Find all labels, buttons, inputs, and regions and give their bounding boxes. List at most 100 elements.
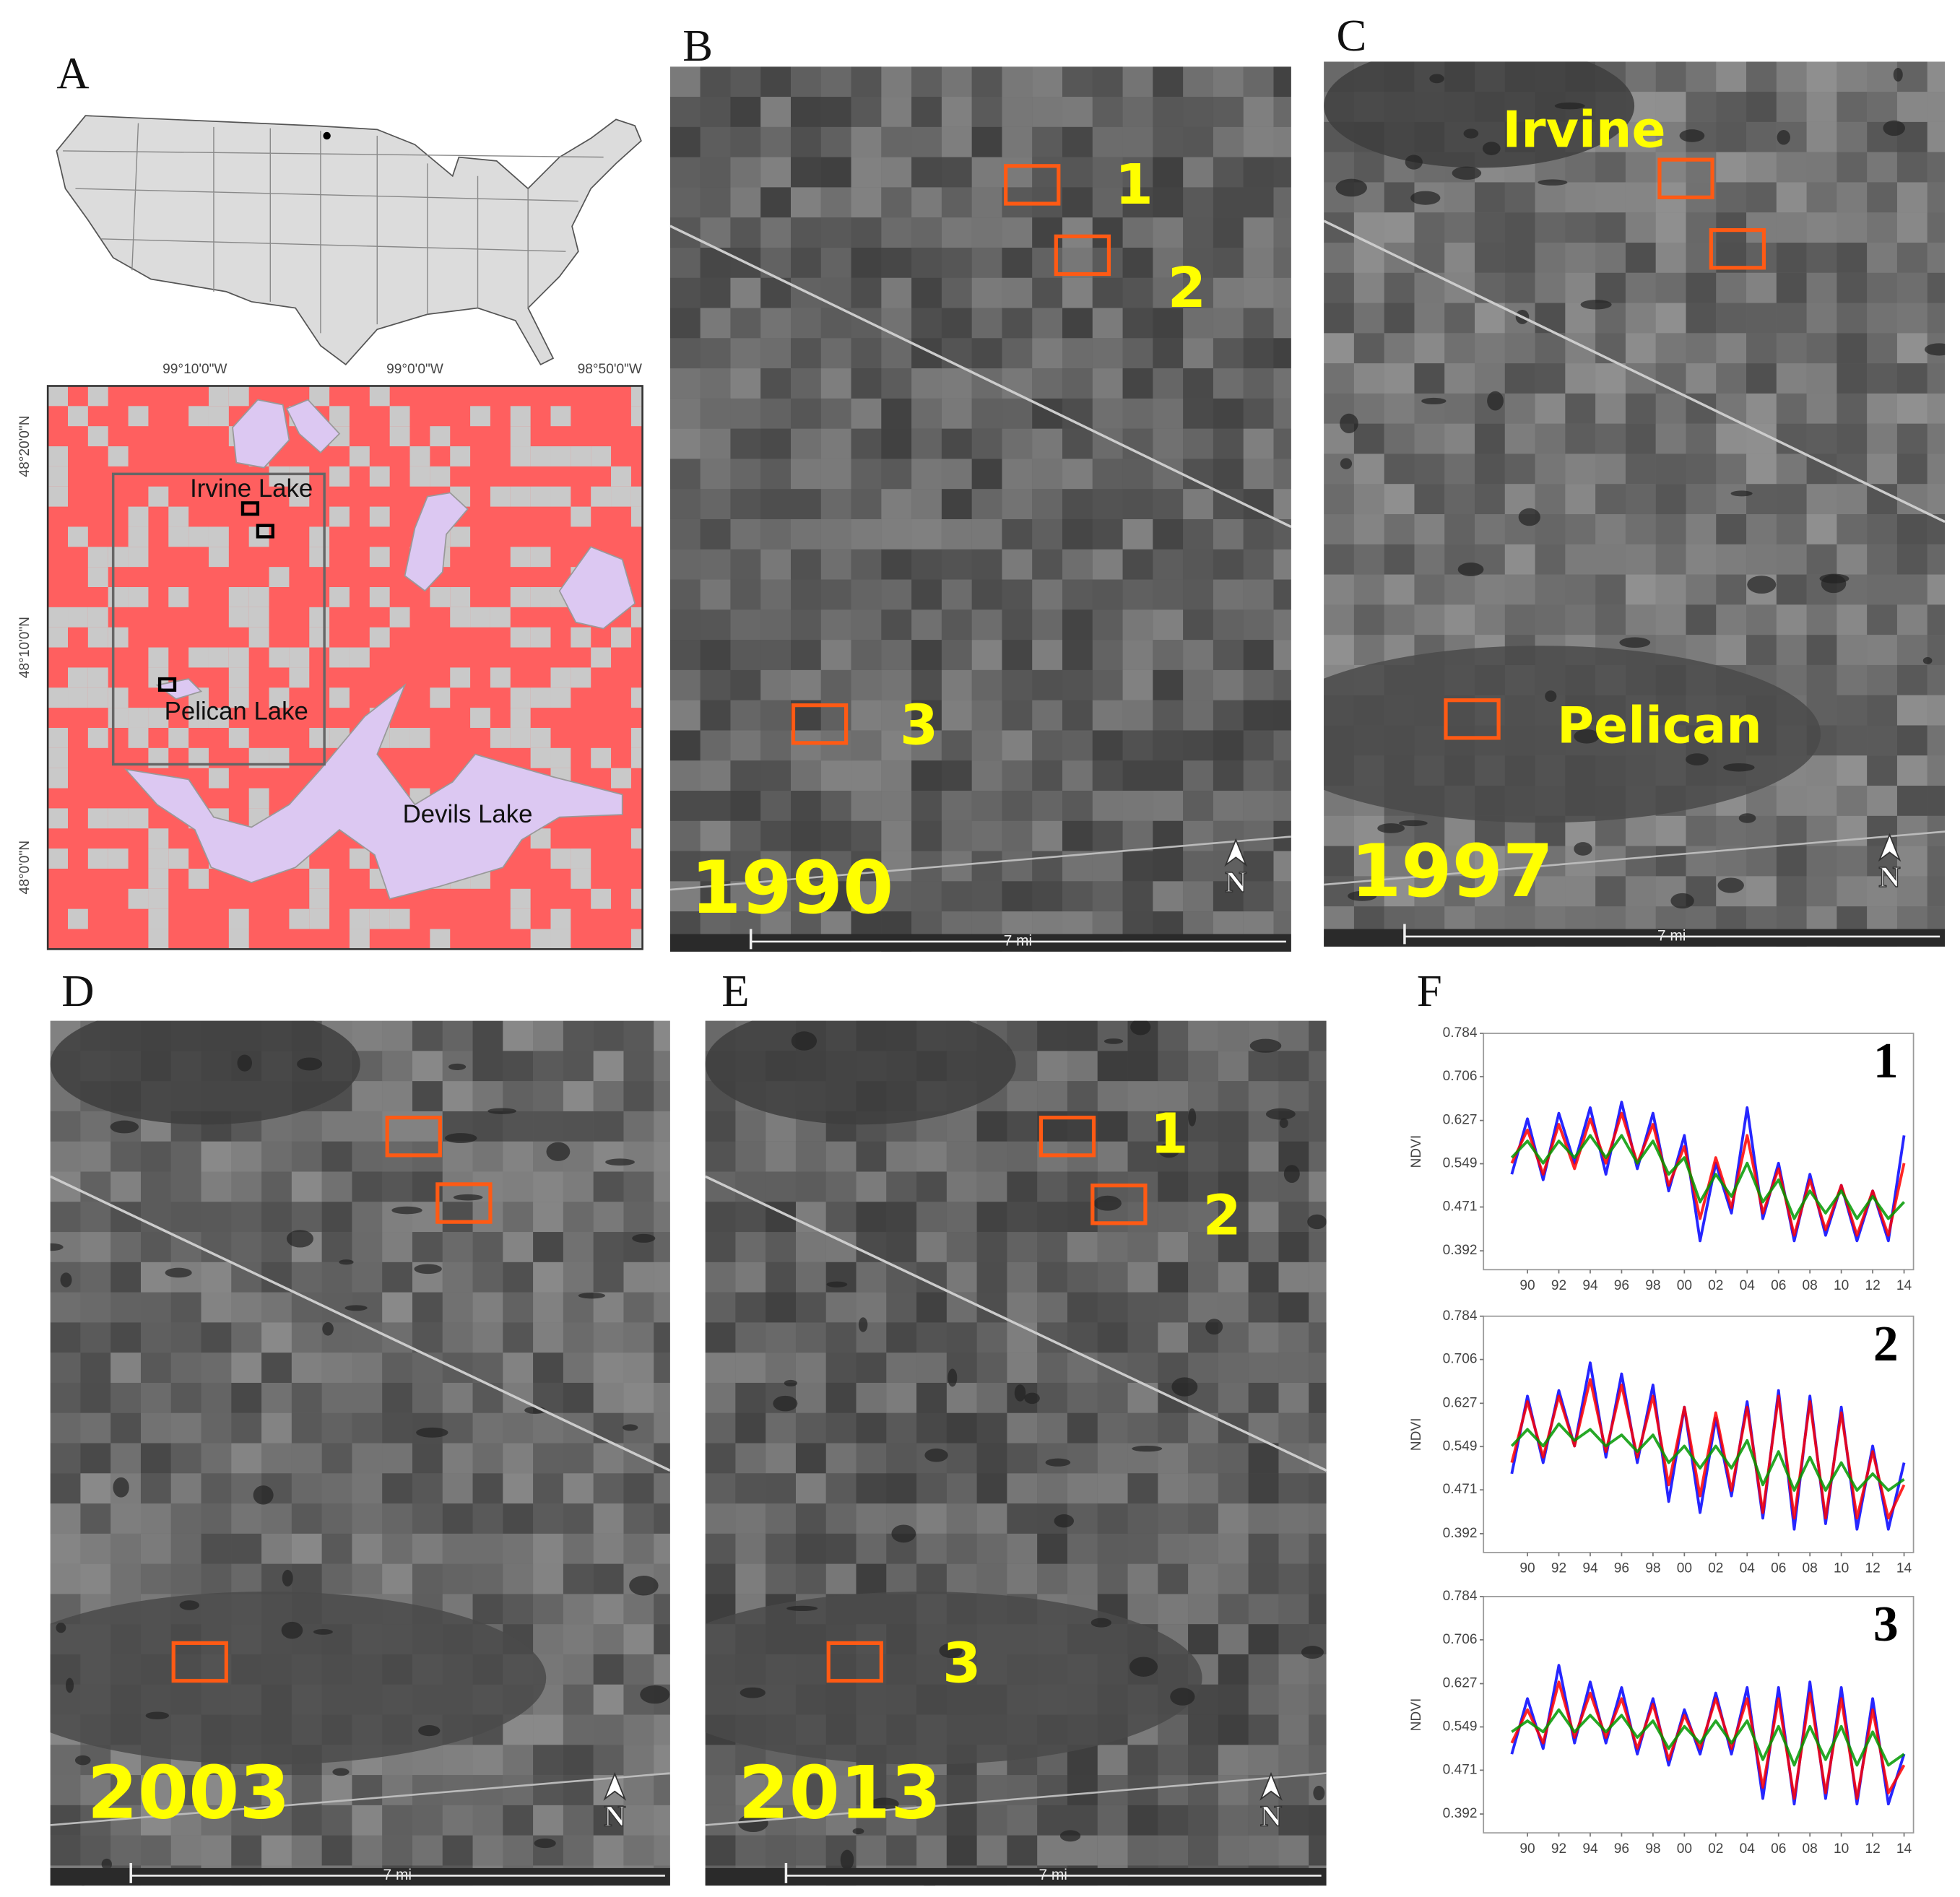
field: [291, 1202, 322, 1233]
field: [1127, 1563, 1158, 1594]
field: [791, 126, 821, 157]
field: [911, 157, 942, 188]
field: [1273, 126, 1291, 157]
field: [856, 1262, 887, 1293]
field: [1444, 393, 1475, 424]
field: [1414, 544, 1445, 575]
field: [1867, 243, 1897, 273]
inset-frame: [46, 385, 643, 950]
field: [1565, 484, 1596, 515]
scale-label: 7 mi: [1038, 1867, 1067, 1883]
field: [669, 428, 701, 459]
field: [916, 1232, 947, 1262]
field: [1183, 187, 1213, 218]
field: [735, 1353, 766, 1383]
field: [170, 1503, 201, 1534]
grey-cell: [490, 727, 511, 748]
field: [851, 489, 882, 519]
field: [1806, 423, 1837, 454]
field: [976, 1353, 1007, 1383]
field: [730, 368, 761, 399]
field: [352, 1171, 383, 1202]
grey-cell: [48, 607, 69, 628]
field: [1927, 272, 1946, 303]
field: [1806, 664, 1837, 695]
field: [941, 338, 972, 369]
field: [941, 277, 972, 308]
field: [976, 1382, 1007, 1413]
field: [1309, 1684, 1327, 1715]
grey-cell: [450, 667, 471, 688]
field: [1896, 635, 1928, 665]
field: [1062, 308, 1093, 339]
field: [976, 1322, 1007, 1353]
field: [1776, 574, 1807, 605]
field: [1032, 760, 1063, 791]
field: [1002, 851, 1033, 882]
field: [791, 428, 821, 459]
field: [730, 820, 761, 851]
y-tick-label: 0.549: [1443, 1156, 1478, 1171]
grey-cell: [329, 406, 350, 427]
grey-cell: [571, 848, 591, 869]
field: [791, 489, 821, 519]
lat-label: 48°10'0"N: [17, 617, 32, 678]
field: [1032, 669, 1063, 700]
field: [593, 1503, 624, 1534]
field: [1896, 333, 1928, 364]
pond: [1170, 1688, 1195, 1706]
field: [946, 1202, 977, 1233]
field: [760, 791, 792, 821]
field: [412, 1292, 443, 1323]
pond: [1090, 1618, 1111, 1628]
field: [1595, 243, 1626, 273]
pond: [110, 1120, 139, 1134]
field: [80, 1503, 111, 1534]
field: [1278, 1232, 1309, 1262]
field: [1716, 121, 1747, 152]
field: [321, 1533, 352, 1564]
field: [1309, 1473, 1327, 1504]
grey-cell: [228, 929, 249, 950]
field: [1007, 1503, 1038, 1534]
field: [1188, 1020, 1218, 1051]
field: [503, 1412, 534, 1444]
field: [976, 1503, 1007, 1534]
field: [110, 1412, 141, 1444]
field: [1716, 484, 1747, 515]
field: [1218, 1473, 1249, 1504]
field: [941, 126, 972, 157]
field: [1218, 1111, 1249, 1142]
field: [820, 277, 851, 308]
field: [916, 1382, 947, 1413]
y-tick-label: 0.784: [1443, 1589, 1478, 1604]
grey-cell: [128, 727, 149, 748]
grey-cell: [48, 727, 69, 748]
field: [1002, 97, 1033, 127]
grey-cell: [430, 587, 451, 607]
field: [1213, 518, 1244, 550]
field: [1655, 243, 1686, 273]
field: [760, 187, 792, 218]
field: [201, 1775, 232, 1805]
field: [1243, 247, 1274, 278]
field: [201, 1171, 232, 1202]
field: [1007, 1835, 1038, 1866]
field: [1243, 428, 1274, 459]
field: [820, 760, 851, 791]
field: [1776, 92, 1807, 122]
field: [533, 1443, 563, 1474]
field: [291, 1412, 322, 1444]
field: [533, 1020, 563, 1051]
field: [442, 1473, 473, 1504]
grey-cell: [108, 547, 129, 568]
field: [1309, 1292, 1327, 1323]
field: [1158, 1111, 1189, 1142]
field: [851, 459, 882, 490]
field: [760, 700, 792, 731]
field: [1188, 1081, 1218, 1111]
x-tick-label: 92: [1551, 1278, 1566, 1293]
field: [1062, 217, 1093, 248]
grey-cell: [269, 567, 290, 588]
grey-cell: [591, 747, 612, 768]
